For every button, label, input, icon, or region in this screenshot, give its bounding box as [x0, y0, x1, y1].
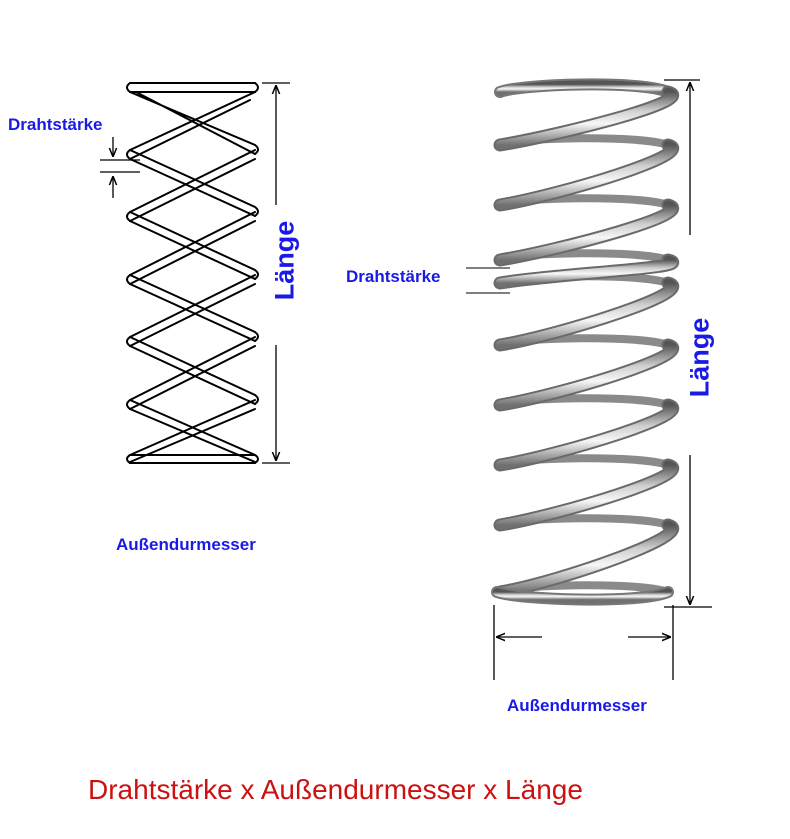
spring-coil — [495, 400, 677, 470]
spring-coil — [495, 278, 677, 350]
spring-coil — [495, 520, 677, 597]
right-wire-thickness-label: Drahtstärke — [346, 267, 441, 286]
right-length-dimension — [664, 79, 712, 608]
left-spring-drawing — [126, 82, 259, 464]
caption-title: Drahtstärke x Außendurmesser x Länge — [88, 774, 583, 805]
left-length-label: Länge — [269, 220, 300, 301]
right-wire-dimension — [466, 267, 510, 294]
left-wire-dimension — [100, 137, 140, 198]
spring-coil — [495, 200, 677, 265]
spring-coil — [495, 87, 677, 150]
spring-coil — [495, 340, 677, 410]
right-spring-photo — [491, 78, 679, 606]
spring-coil — [495, 255, 677, 288]
right-diameter-dimension — [493, 605, 674, 680]
left-length-dimension — [262, 82, 290, 464]
left-wire-thickness-label: Drahtstärke — [8, 115, 103, 134]
right-diameter-label: Außendurmesser — [507, 696, 647, 715]
left-diameter-label: Außendurmesser — [116, 535, 256, 554]
spring-coil — [495, 140, 677, 210]
spring-coil — [495, 460, 677, 530]
right-length-label: Länge — [684, 317, 715, 398]
